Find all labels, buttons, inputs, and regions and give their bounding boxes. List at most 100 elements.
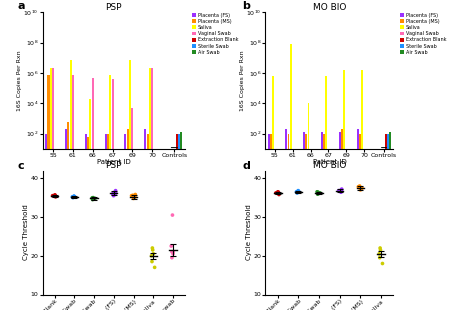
- Bar: [285, 129, 287, 310]
- Text: c: c: [17, 161, 24, 171]
- Point: [294, 188, 302, 193]
- X-axis label: Patient ID: Patient ID: [97, 159, 131, 165]
- Point: [377, 247, 384, 252]
- Point: [149, 247, 156, 252]
- Bar: [50, 69, 52, 310]
- Bar: [92, 78, 94, 310]
- Point: [148, 259, 156, 264]
- Legend: Placenta (FS), Placenta (MS), Saliva, Vaginal Swab, Extraction Blank, Sterile Sw: Placenta (FS), Placenta (MS), Saliva, Va…: [191, 12, 239, 55]
- Point: [52, 194, 59, 199]
- Point: [112, 190, 119, 196]
- Point: [109, 191, 117, 196]
- Point: [69, 194, 76, 199]
- Bar: [70, 60, 72, 310]
- Bar: [129, 60, 131, 310]
- Bar: [308, 103, 310, 310]
- Point: [293, 190, 301, 196]
- Title: MO BIO: MO BIO: [313, 2, 346, 11]
- Point: [91, 196, 99, 201]
- Bar: [321, 132, 323, 310]
- Point: [275, 192, 283, 197]
- Bar: [124, 134, 127, 310]
- Bar: [144, 129, 146, 310]
- Bar: [45, 134, 47, 310]
- Bar: [343, 70, 345, 310]
- Point: [376, 255, 383, 260]
- Point: [130, 196, 137, 201]
- Point: [358, 186, 365, 191]
- Point: [275, 191, 283, 196]
- Point: [355, 184, 362, 189]
- Bar: [290, 44, 292, 310]
- Y-axis label: 16S Copies Per Rxn: 16S Copies Per Rxn: [17, 50, 22, 111]
- Title: PSP: PSP: [106, 161, 122, 170]
- Point: [274, 189, 282, 194]
- Point: [292, 189, 300, 194]
- Bar: [65, 129, 67, 310]
- Y-axis label: Cycle Threshold: Cycle Threshold: [23, 205, 29, 260]
- Bar: [323, 134, 325, 310]
- Title: PSP: PSP: [106, 2, 122, 11]
- Point: [70, 194, 78, 199]
- Point: [148, 253, 155, 258]
- Point: [69, 195, 77, 200]
- Point: [89, 195, 97, 200]
- Point: [169, 249, 177, 254]
- Point: [272, 190, 280, 196]
- Point: [51, 193, 58, 198]
- Point: [338, 189, 346, 194]
- Text: d: d: [242, 161, 250, 171]
- Bar: [131, 108, 134, 310]
- Bar: [151, 69, 153, 310]
- Bar: [109, 75, 111, 310]
- Y-axis label: 16S Copies Per Rxn: 16S Copies Per Rxn: [240, 50, 245, 111]
- Point: [131, 192, 139, 197]
- Point: [150, 251, 157, 256]
- Bar: [127, 129, 129, 310]
- Point: [70, 193, 78, 199]
- Bar: [72, 75, 74, 310]
- Text: b: b: [242, 2, 250, 11]
- Bar: [90, 99, 91, 310]
- Bar: [361, 70, 363, 310]
- Point: [49, 193, 56, 198]
- Point: [128, 193, 136, 198]
- Bar: [305, 134, 307, 310]
- Point: [274, 190, 282, 195]
- Bar: [85, 134, 87, 310]
- Point: [111, 192, 118, 197]
- Bar: [385, 134, 387, 310]
- Point: [148, 246, 156, 250]
- Point: [356, 184, 364, 188]
- Bar: [325, 76, 327, 310]
- Bar: [180, 132, 182, 310]
- Bar: [339, 132, 341, 310]
- Y-axis label: Cycle Threshold: Cycle Threshold: [246, 205, 252, 260]
- Bar: [270, 134, 272, 310]
- Bar: [107, 134, 109, 310]
- Point: [131, 194, 139, 199]
- Bar: [111, 79, 114, 310]
- Point: [356, 187, 364, 192]
- Point: [314, 192, 321, 197]
- Text: a: a: [17, 2, 25, 11]
- Bar: [303, 132, 305, 310]
- Bar: [47, 75, 49, 310]
- Bar: [268, 134, 270, 310]
- Point: [88, 196, 96, 201]
- Bar: [87, 137, 89, 310]
- Bar: [52, 69, 54, 310]
- Bar: [105, 134, 107, 310]
- Bar: [341, 129, 343, 310]
- Point: [151, 265, 158, 270]
- Point: [111, 189, 119, 194]
- Bar: [359, 134, 361, 310]
- Bar: [67, 122, 69, 310]
- Point: [72, 195, 79, 200]
- Bar: [178, 134, 180, 310]
- Point: [52, 193, 59, 199]
- Title: MO BIO: MO BIO: [313, 161, 346, 170]
- Point: [314, 190, 322, 195]
- Bar: [389, 132, 391, 310]
- Bar: [387, 134, 389, 310]
